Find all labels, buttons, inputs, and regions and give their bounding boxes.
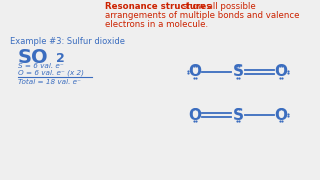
Text: 2: 2 — [56, 52, 65, 65]
Text: SO: SO — [18, 48, 49, 67]
Text: electrons in a molecule.: electrons in a molecule. — [105, 20, 208, 29]
Text: S = 6 val. e⁻: S = 6 val. e⁻ — [18, 63, 64, 69]
Text: : show all possible: : show all possible — [177, 2, 256, 11]
Text: arrangements of multiple bonds and valence: arrangements of multiple bonds and valen… — [105, 11, 300, 20]
Text: O: O — [188, 107, 202, 123]
Text: S: S — [233, 107, 244, 123]
Text: O = 6 val. e⁻ (x 2): O = 6 val. e⁻ (x 2) — [18, 70, 84, 76]
Text: Example #3: Sulfur dioxide: Example #3: Sulfur dioxide — [10, 37, 125, 46]
Text: O: O — [275, 107, 287, 123]
Text: O: O — [188, 64, 202, 80]
Text: Resonance structures: Resonance structures — [105, 2, 212, 11]
Text: Total = 18 val. e⁻: Total = 18 val. e⁻ — [18, 79, 81, 85]
Text: O: O — [275, 64, 287, 80]
Text: S: S — [233, 64, 244, 80]
